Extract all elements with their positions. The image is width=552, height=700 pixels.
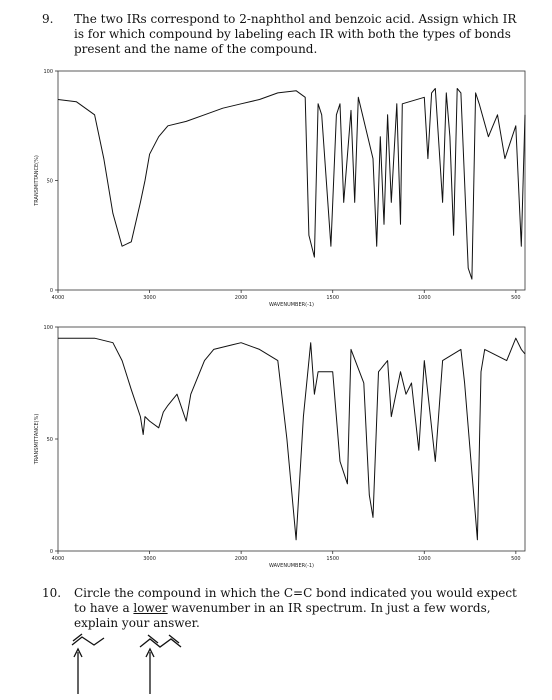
x-axis-label: WAVENUMBER(-1): [269, 563, 314, 569]
y-tick-label: 50: [47, 437, 53, 443]
spectrum-line: [58, 337, 526, 541]
text: Circle the compound in which the C=C bon…: [74, 586, 517, 615]
question-10: 10. Circle the compound in which the C=C…: [42, 586, 530, 631]
underlined-word: lower: [133, 601, 168, 615]
x-tick-label: 1500: [326, 556, 339, 562]
y-tick-label: 50: [47, 179, 53, 185]
y-tick-label: 0: [50, 288, 53, 294]
x-tick-label: 4000: [52, 556, 65, 562]
question-text: The two IRs correspond to 2-naphthol and…: [74, 12, 517, 56]
question-number: 10.: [42, 586, 62, 600]
x-tick-label: 500: [511, 556, 521, 562]
x-tick-label: 4000: [52, 295, 65, 301]
x-tick-label: 500: [511, 295, 521, 301]
question-number: 9.: [42, 12, 54, 26]
y-tick-label: 100: [43, 325, 53, 331]
text: wavenumber in an IR spectrum. In just a …: [74, 601, 491, 630]
x-tick-label: 2000: [235, 556, 248, 562]
question-text: Circle the compound in which the C=C bon…: [74, 586, 530, 631]
y-axis-label: TRANSMITTANCE(%): [34, 414, 40, 466]
y-tick-label: 0: [50, 549, 53, 555]
y-tick-label: 100: [43, 69, 53, 75]
spectrum-line: [57, 88, 526, 280]
x-tick-label: 2000: [235, 295, 248, 301]
y-axis-label: TRANSMITTANCE(%): [34, 155, 40, 207]
x-tick-label: 1000: [418, 295, 431, 301]
x-tick-label: 1500: [326, 295, 339, 301]
plot-frame: [57, 326, 526, 552]
x-tick-label: 3000: [143, 295, 156, 301]
x-axis-label: WAVENUMBER(-1): [269, 302, 314, 308]
x-tick-label: 1000: [418, 556, 431, 562]
question-9: 9. The two IRs correspond to 2-naphthol …: [42, 12, 530, 57]
x-tick-label: 3000: [143, 556, 156, 562]
